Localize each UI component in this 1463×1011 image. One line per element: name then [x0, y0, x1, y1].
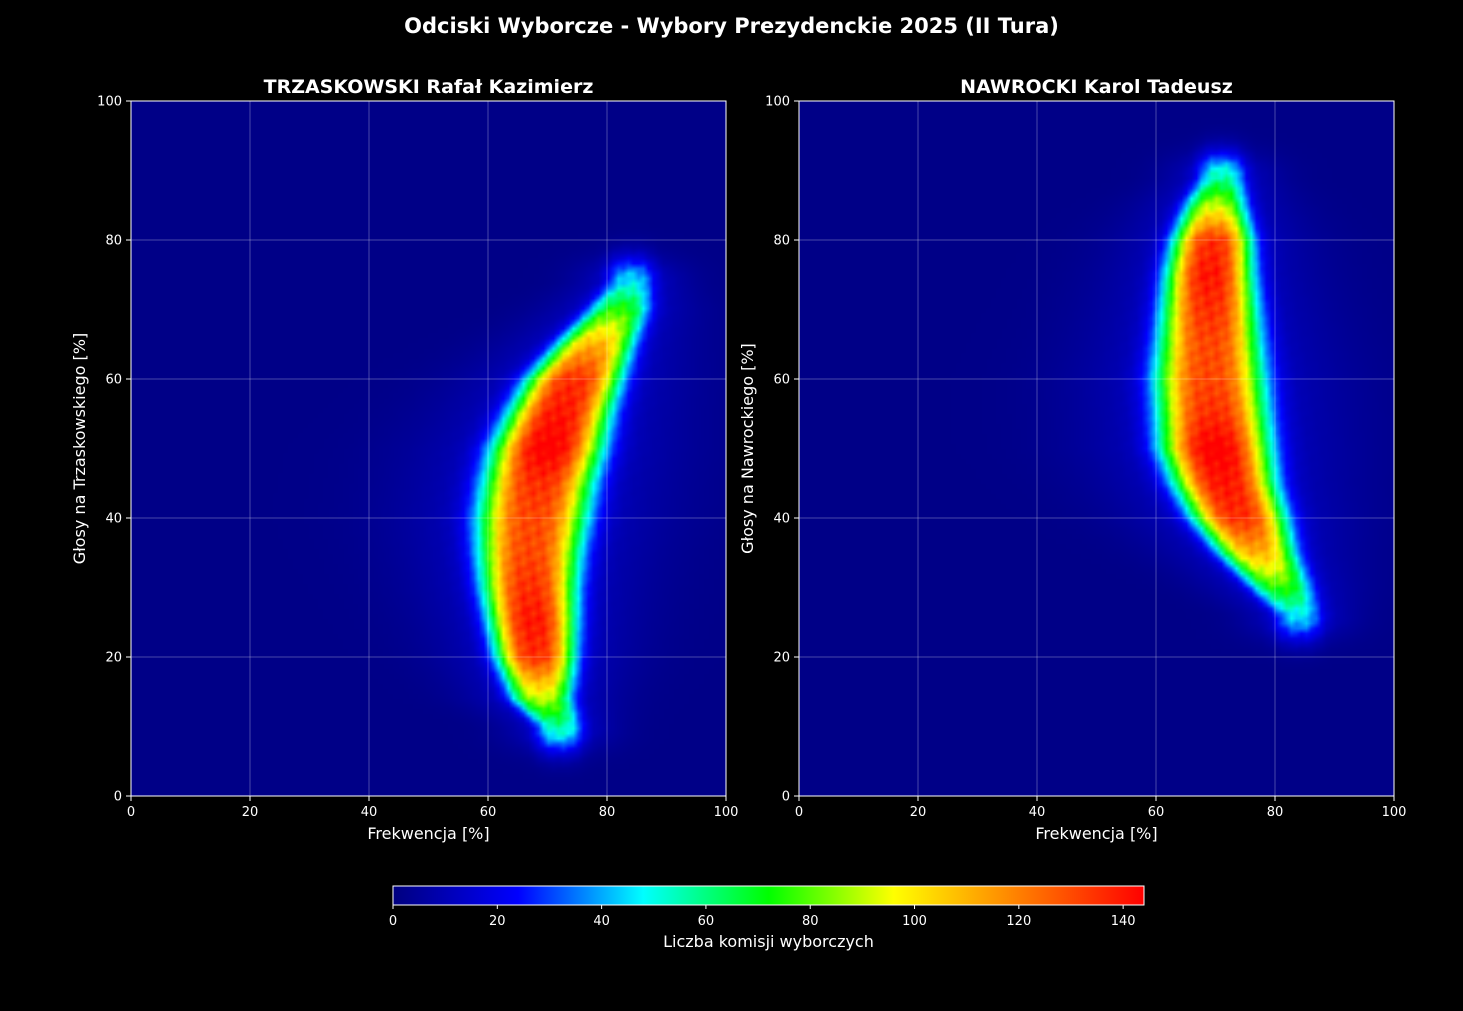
x-tick-label: 60 [480, 805, 497, 820]
figure-title: Odciski Wyborcze - Wybory Prezydenckie 2… [404, 14, 1059, 38]
y-tick-label: 40 [105, 512, 122, 527]
colorbar-tick-label: 120 [1006, 914, 1031, 929]
y-tick-label: 0 [782, 790, 790, 805]
x-tick-label: 40 [1029, 805, 1046, 820]
colorbar-tick-label: 40 [593, 914, 610, 929]
x-tick-label: 40 [361, 805, 378, 820]
x-tick-label: 60 [1148, 805, 1165, 820]
colorbar-tick-label: 20 [489, 914, 506, 929]
density-heatmap-2 [799, 101, 1394, 796]
colorbar-tick-label: 140 [1111, 914, 1136, 929]
x-axis-label: Frekwencja [%] [1035, 824, 1157, 843]
density-heatmap-1 [131, 101, 726, 796]
y-tick-label: 20 [773, 651, 790, 666]
y-tick-label: 80 [105, 234, 122, 249]
x-tick-label: 20 [910, 805, 927, 820]
x-tick-label: 100 [714, 805, 739, 820]
y-tick-label: 100 [765, 95, 790, 110]
y-tick-label: 20 [105, 651, 122, 666]
colorbar [392, 885, 1145, 906]
y-tick-label: 80 [773, 234, 790, 249]
x-tick-label: 80 [599, 805, 616, 820]
panel-title: NAWROCKI Karol Tadeusz [960, 76, 1233, 98]
y-axis-label: Głosy na Nawrockiego [%] [738, 343, 757, 554]
y-tick-label: 60 [105, 373, 122, 388]
x-tick-label: 20 [242, 805, 259, 820]
x-tick-label: 80 [1267, 805, 1284, 820]
plot-frame [798, 100, 1395, 797]
x-axis-label: Frekwencja [%] [367, 824, 489, 843]
y-axis-label: Głosy na Trzaskowskiego [%] [70, 333, 89, 564]
y-tick-label: 60 [773, 373, 790, 388]
colorbar-tick-label: 60 [698, 914, 715, 929]
colorbar-tick-label: 100 [902, 914, 927, 929]
panel-title: TRZASKOWSKI Rafał Kazimierz [264, 76, 594, 98]
plot-frame [130, 100, 727, 797]
colorbar-label: Liczba komisji wyborczych [663, 932, 874, 951]
x-tick-label: 0 [127, 805, 135, 820]
colorbar-tick-label: 80 [802, 914, 819, 929]
x-tick-label: 100 [1382, 805, 1407, 820]
y-tick-label: 0 [114, 790, 122, 805]
x-tick-label: 0 [795, 805, 803, 820]
colorbar-tick-label: 0 [389, 914, 397, 929]
y-tick-label: 100 [97, 95, 122, 110]
y-tick-label: 40 [773, 512, 790, 527]
